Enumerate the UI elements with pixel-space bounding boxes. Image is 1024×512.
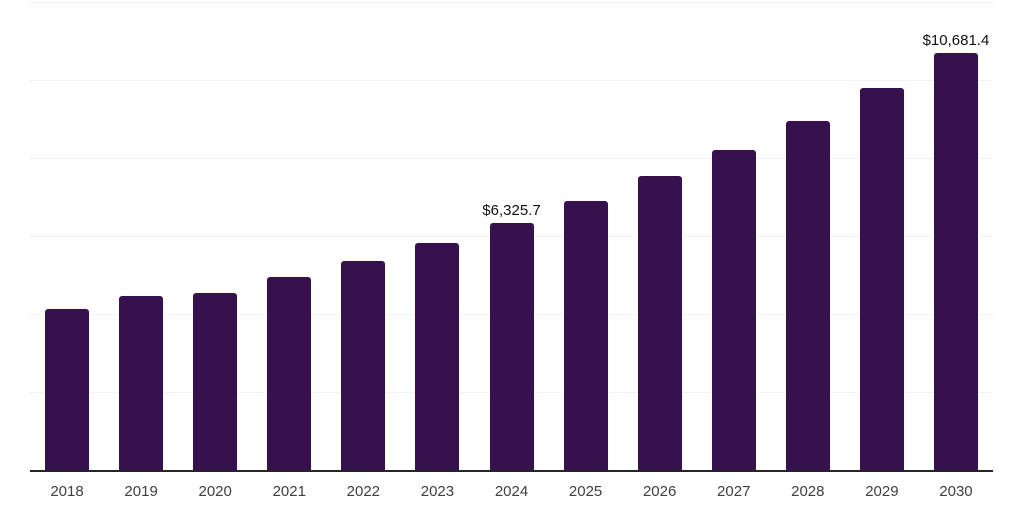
bar-slot-2023 (400, 2, 474, 470)
x-tick-label-2026: 2026 (642, 483, 677, 500)
bar-slot-2026 (623, 2, 697, 470)
bar-slot-2019 (104, 2, 178, 470)
bar-2024 (489, 223, 534, 470)
bar-2019 (119, 295, 164, 470)
bar-2029 (859, 88, 904, 470)
bars-group (30, 2, 993, 470)
bar-2018 (45, 309, 90, 470)
gridline-10000 (30, 80, 993, 81)
gridline-12000 (30, 2, 993, 3)
bar-slot-2027 (697, 2, 771, 470)
bar-slot-2025 (549, 2, 623, 470)
x-tick-label-2018: 2018 (50, 483, 84, 500)
data-label-2024: $6,325.7 (482, 202, 541, 220)
x-tick-label-2020: 2020 (198, 483, 232, 500)
bar-2028 (785, 120, 830, 470)
data-label-2030: $10,681.4 (922, 32, 990, 50)
bar-slot-2028 (771, 2, 845, 470)
x-tick-label-2023: 2023 (420, 483, 455, 500)
bar-slot-2022 (326, 2, 400, 470)
bar-2021 (267, 276, 312, 470)
x-axis-line (30, 470, 993, 472)
x-tick-label-2028: 2028 (791, 483, 825, 500)
x-tick-label-2029: 2029 (865, 483, 899, 500)
x-tick-label-2019: 2019 (124, 483, 158, 500)
x-tick-label-2030: 2030 (939, 483, 973, 500)
bar-2022 (341, 260, 386, 470)
bar-2026 (637, 176, 682, 470)
bar-slot-2029 (845, 2, 919, 470)
bar-slot-2030 (919, 2, 993, 470)
bar-2025 (563, 200, 608, 470)
bar-2027 (711, 149, 756, 470)
bar-2023 (415, 242, 460, 470)
bar-slot-2024 (474, 2, 548, 470)
x-tick-label-2021: 2021 (272, 483, 306, 500)
bar-2030 (933, 53, 978, 470)
x-axis-tick-labels: 2018 2019 2020 2021 2022 2023 2024 2025 2026 2027… (30, 483, 993, 501)
plot-area (30, 2, 993, 470)
x-tick-label-2024: 2024 (494, 483, 529, 500)
x-tick-label-2027: 2027 (717, 483, 751, 500)
gridline-8000 (30, 158, 993, 159)
bar-2020 (193, 292, 238, 470)
x-tick-label-2022: 2022 (346, 483, 381, 500)
bar-slot-2020 (178, 2, 252, 470)
bar-slot-2021 (252, 2, 326, 470)
bar-slot-2018 (30, 2, 104, 470)
x-tick-label-2025: 2025 (568, 483, 603, 500)
